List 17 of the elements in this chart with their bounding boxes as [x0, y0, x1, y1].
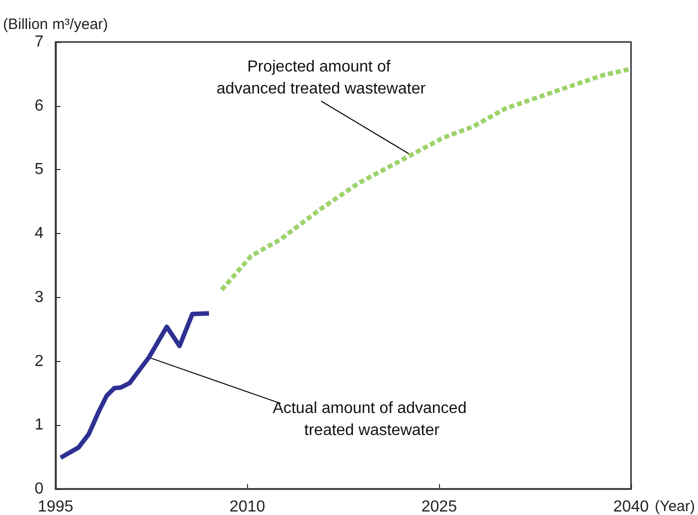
x-axis-title: (Year) [654, 498, 696, 515]
y-tick-label: 5 [34, 161, 44, 178]
x-tick-label: 2040 [613, 498, 649, 515]
x-tick-label: 1995 [38, 498, 74, 515]
x-tick-label: 2010 [230, 498, 266, 515]
y-tick-label: 1 [34, 416, 44, 434]
y-tick-label: 0 [34, 480, 44, 498]
annotation: Actual amount of advanced treated wastewater [272, 400, 472, 439]
y-tick-label: 6 [34, 97, 44, 114]
x-tick-label: 2025 [421, 498, 458, 515]
y-tick-label: 3 [34, 288, 44, 306]
line-series [58, 311, 212, 460]
annotation: Projected amount of advanced treated wastewater [216, 58, 426, 98]
y-tick-label: 7 [34, 34, 44, 50]
y-axis-title: (Billion m³/year) [3, 16, 108, 33]
y-tick-label: 4 [34, 225, 44, 242]
y-tick-label: 2 [34, 352, 44, 370]
